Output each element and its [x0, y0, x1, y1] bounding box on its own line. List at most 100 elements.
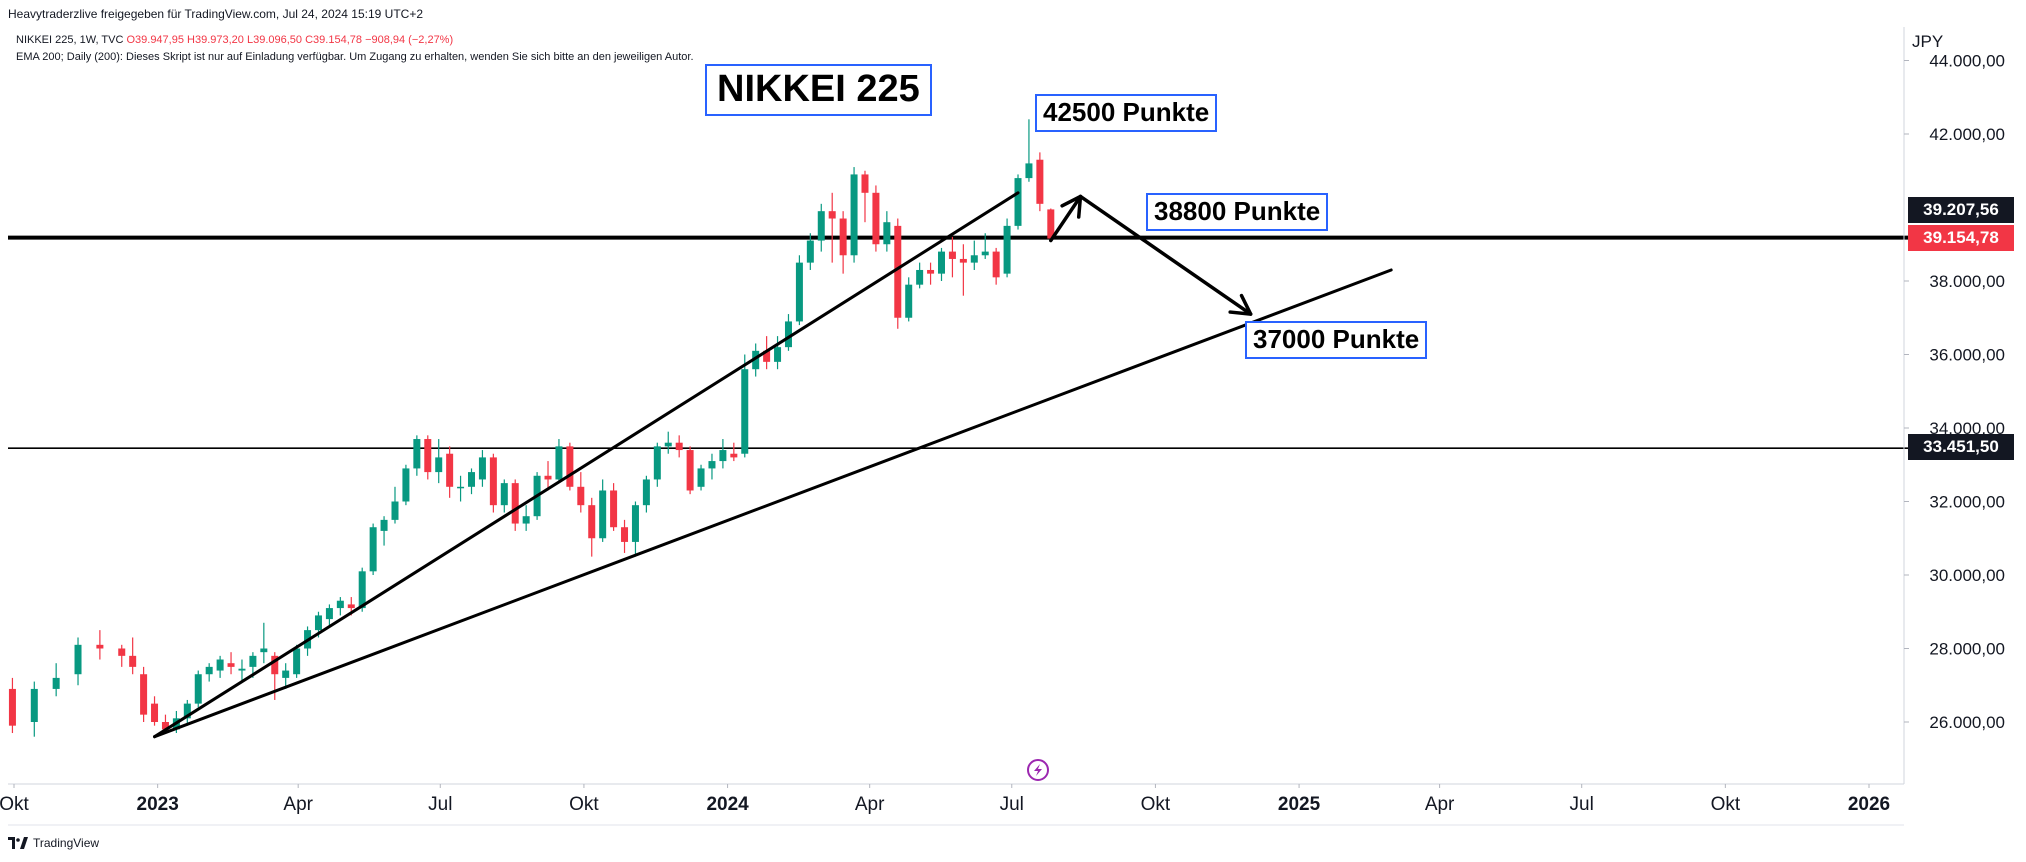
candle-body: [938, 251, 945, 274]
projection-segment[interactable]: [1049, 194, 1083, 243]
candle-body: [730, 453, 738, 458]
candle: [282, 663, 290, 689]
candle: [369, 523, 377, 575]
trendline[interactable]: [153, 268, 1393, 739]
candle: [675, 435, 683, 458]
candle: [566, 442, 574, 491]
candle-body: [708, 461, 716, 469]
candle: [992, 247, 1000, 285]
x-tick-label: 2026: [1848, 794, 1890, 815]
x-tick-label: Jul: [1000, 794, 1024, 815]
candle-body: [653, 446, 661, 480]
candle-body: [927, 269, 935, 274]
ohlc-low: L39.096,50: [246, 34, 303, 46]
candle-body: [151, 703, 159, 722]
candle: [522, 505, 530, 531]
candle-body: [402, 468, 410, 502]
x-tick-label: 2025: [1278, 794, 1321, 815]
candle: [806, 233, 814, 270]
candle-body: [140, 674, 148, 715]
candle-body: [74, 644, 82, 675]
candle-body: [52, 677, 60, 689]
candle-body: [468, 472, 476, 487]
candle: [883, 211, 891, 252]
y-tick-label: 34.000,00: [1929, 419, 2005, 438]
candle-body: [1036, 159, 1044, 204]
candle-body: [894, 225, 902, 318]
candle-body: [325, 608, 333, 620]
arrow-head: [1228, 293, 1253, 316]
arrow-head: [1060, 194, 1083, 219]
candle-body: [435, 457, 443, 473]
candle: [555, 439, 563, 484]
candle: [402, 464, 410, 506]
footer-brand-label: TradingView: [33, 836, 100, 850]
lightning-icon[interactable]: [1027, 759, 1049, 781]
candle: [927, 262, 935, 285]
x-tick-label: Okt: [0, 794, 29, 815]
x-tick-label: Okt: [1711, 794, 1741, 815]
candle-body: [577, 486, 585, 506]
candle-body: [981, 251, 989, 256]
candle: [446, 446, 454, 498]
candle: [457, 475, 465, 502]
candle-body: [774, 347, 782, 362]
ohlc-high: H39.973,20: [187, 34, 244, 46]
candle-body: [446, 453, 454, 487]
candle-body: [697, 468, 705, 487]
candle-body: [238, 668, 246, 671]
trendlines: [153, 191, 1393, 739]
candle-body: [719, 450, 727, 462]
candle: [948, 236, 956, 278]
candle: [216, 655, 224, 678]
candle: [1036, 152, 1044, 212]
candle: [380, 516, 388, 546]
x-axis-ticks: Okt 2023 Apr Jul Okt 2024 Apr Jul Okt 2025 Apr Jul O…: [0, 784, 1890, 815]
candle: [129, 637, 137, 675]
candle: [817, 203, 825, 252]
candle-body: [282, 670, 290, 678]
symbol-info-line: NIKKEI 225, 1W, TVC O39.947,95 H39.973,2…: [16, 34, 453, 46]
chart-title-box: NIKKEI 225: [705, 64, 932, 116]
annotation-38800: 38800 Punkte: [1146, 193, 1329, 231]
footer-brand[interactable]: TradingView: [8, 836, 99, 850]
candle-body: [992, 251, 1000, 278]
candle: [664, 431, 672, 454]
candle-body: [1025, 163, 1033, 179]
x-tick-label: Apr: [855, 794, 885, 815]
candle: [30, 681, 38, 737]
projection-segment[interactable]: [1078, 194, 1253, 316]
candles: [8, 119, 1055, 737]
candle: [686, 446, 694, 495]
candle-body: [511, 483, 519, 524]
x-tick-label: 2023: [137, 794, 179, 815]
candle: [52, 663, 60, 697]
currency-label[interactable]: JPY: [1912, 32, 1944, 51]
candle: [118, 644, 126, 667]
candle: [708, 453, 716, 480]
candle: [194, 670, 202, 708]
trendline[interactable]: [153, 191, 1020, 739]
candle-body: [642, 479, 650, 506]
candle: [719, 439, 727, 469]
candle-body: [806, 240, 814, 263]
candle-body: [675, 442, 683, 451]
tradingview-logo-icon: [8, 837, 28, 849]
candle: [478, 450, 486, 487]
candle-body: [1047, 209, 1055, 239]
candle: [336, 597, 344, 616]
candle: [752, 343, 760, 377]
price-tag-current: 39.154,78: [1908, 225, 2014, 251]
candle-body: [336, 600, 344, 609]
candle-body: [741, 369, 749, 454]
candle: [631, 501, 639, 557]
candle-body: [970, 255, 978, 263]
candle-body: [227, 663, 235, 667]
candle-body: [413, 439, 421, 469]
y-tick-label: 28.000,00: [1929, 640, 2005, 659]
candle: [511, 479, 519, 531]
indicator-note: EMA 200; Daily (200): Dieses Skript ist …: [16, 51, 694, 63]
candle: [205, 663, 213, 682]
